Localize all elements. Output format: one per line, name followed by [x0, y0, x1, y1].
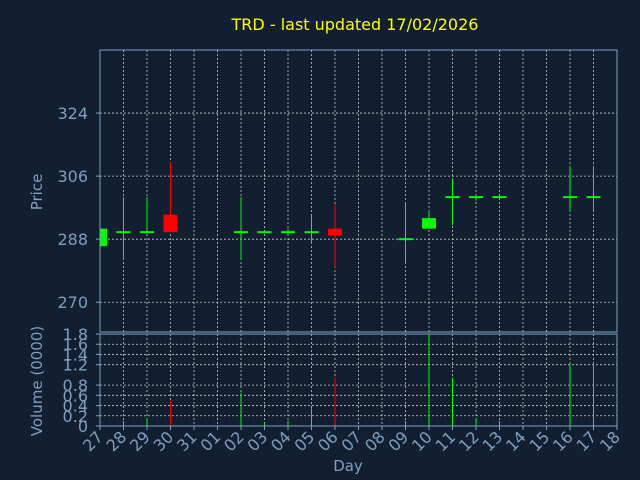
candle-body	[234, 231, 248, 234]
volume-grid	[100, 333, 617, 427]
candle-body	[492, 196, 507, 199]
price-tick-label: 306	[57, 167, 88, 186]
volume-tick-label: 0.4	[63, 397, 88, 416]
candle-body	[586, 196, 601, 199]
candle-body	[328, 228, 342, 236]
x-axis-label: Day	[333, 457, 363, 475]
candle-body	[445, 196, 460, 199]
price-axis-label: Price	[28, 174, 46, 211]
price-plot-frame	[99, 49, 618, 333]
volume-tick-label: 0.2	[63, 407, 88, 426]
candle-body	[116, 231, 131, 234]
volume-y-ticks: 00.20.40.60.81.21.41.61.8	[63, 325, 100, 436]
candles	[99, 162, 601, 268]
volume-bars	[99, 334, 594, 426]
price-panel: 270 288 306 324	[57, 49, 618, 333]
price-grid	[100, 50, 617, 332]
x-axis-ticks: 2728293031010203040506070809101112131415…	[79, 426, 624, 455]
price-y-ticks: 270 288 306 324	[57, 104, 100, 312]
volume-tick-label: 0	[78, 417, 88, 436]
volume-tick-label: 1.2	[63, 356, 88, 375]
candle-body	[398, 238, 413, 241]
volume-tick-label: 1.6	[63, 335, 88, 354]
candle-body	[281, 231, 295, 234]
candle-body	[469, 196, 483, 199]
chart-title: TRD - last updated 17/02/2026	[231, 15, 479, 34]
candle-body	[257, 231, 272, 234]
candle-body	[563, 196, 577, 199]
volume-tick-label: 0.8	[63, 376, 88, 395]
price-tick-label: 270	[57, 293, 88, 312]
x-tick-label: 18	[596, 427, 624, 455]
candle-body	[422, 218, 436, 229]
candle-body	[304, 231, 319, 234]
volume-tick-label: 0.6	[63, 386, 88, 405]
candle-body	[163, 214, 178, 233]
volume-panel: 00.20.40.60.81.21.41.61.8	[63, 325, 618, 436]
volume-axis-label: Volume (0000)	[28, 326, 46, 436]
price-tick-label: 288	[57, 230, 88, 249]
volume-tick-label: 1.4	[63, 345, 88, 364]
price-tick-label: 324	[57, 104, 88, 123]
candle-body	[140, 231, 154, 234]
volume-tick-label: 1.8	[63, 325, 88, 344]
candle-body	[100, 228, 107, 247]
